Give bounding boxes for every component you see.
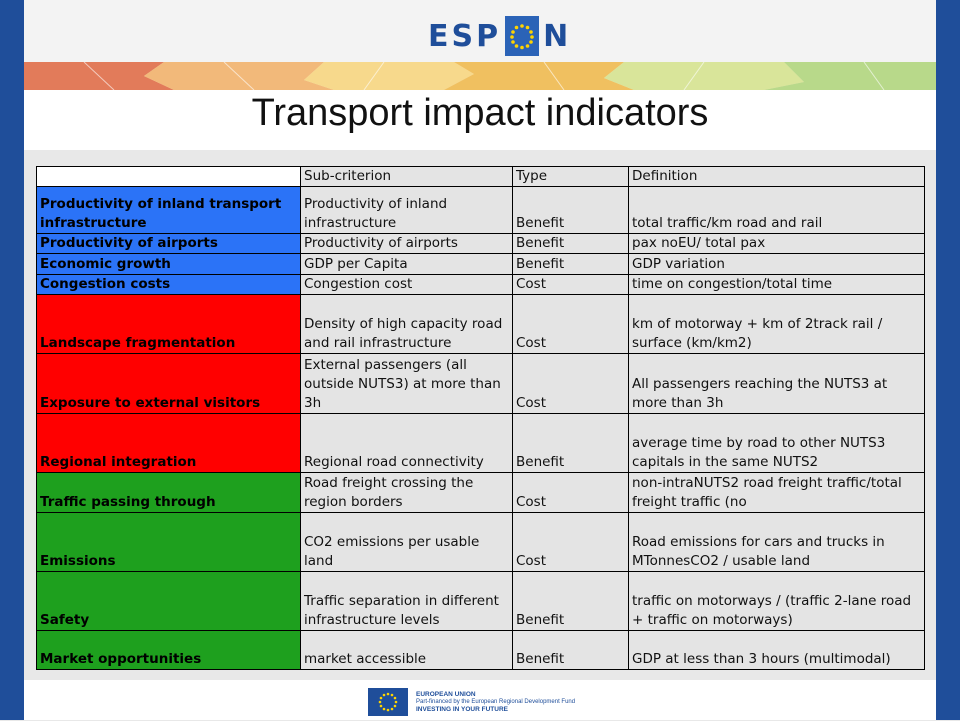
eu-flag-icon (368, 688, 408, 716)
type-cell: Benefit (512, 253, 629, 275)
logo-text-right: N (543, 18, 572, 54)
sub-criterion-cell: Traffic separation in different infrastr… (300, 570, 513, 632)
definition-cell: time on congestion/total time (628, 273, 925, 296)
logo-text-left: ESP (428, 18, 502, 54)
sub-criterion-cell: Productivity of inland infrastructure (300, 186, 513, 234)
slide-header: ESP N (24, 0, 936, 150)
definition-cell: GDP variation (628, 253, 925, 275)
table-row: Regional integration Regional road connec… (36, 412, 925, 473)
type-cell: Cost (512, 353, 629, 414)
definition-cell: All passengers reaching the NUTS3 at mor… (628, 353, 925, 414)
table-row: Traffic passing through Road freight cros… (36, 471, 925, 513)
eu-funding-text: EUROPEAN UNION Part-financed by the Euro… (416, 691, 616, 714)
sub-criterion-cell: Congestion cost (300, 273, 513, 296)
eu-line-2: Part-financed by the European Regional D… (416, 698, 576, 705)
criterion-cell: Emissions (36, 511, 301, 572)
criterion-cell: Economic growth (36, 253, 301, 275)
definition-cell: traffic on motorways / (traffic 2-lane r… (628, 570, 925, 632)
type-cell: Benefit (512, 630, 629, 670)
sub-criterion-cell: CO2 emissions per usable land (300, 511, 513, 572)
sub-criterion-cell: Productivity of airports (300, 232, 513, 255)
page-title: Transport impact indicators (251, 92, 709, 134)
logo-band: ESP N (24, 0, 936, 62)
type-cell: Benefit (512, 186, 629, 234)
column-header (36, 166, 301, 187)
table-row: Congestion costs Congestion cost Cost time … (36, 273, 925, 296)
table-row: Safety Traffic separation in different in… (36, 570, 925, 632)
eu-funding-logo: EUROPEAN UNION Part-financed by the Euro… (368, 688, 616, 716)
slide-footer: EUROPEAN UNION Part-financed by the Euro… (24, 680, 936, 720)
definition-cell: non-intraNUTS2 road freight traffic/tota… (628, 471, 925, 513)
indicator-table-container: Sub-criterion Type Definition Productivi… (36, 166, 925, 670)
criterion-cell: Landscape fragmentation (36, 294, 301, 355)
criterion-cell: Regional integration (36, 412, 301, 473)
type-cell: Cost (512, 294, 629, 355)
definition-cell: average time by road to other NUTS3 capi… (628, 412, 925, 473)
criterion-cell: Traffic passing through (36, 471, 301, 513)
type-cell: Cost (512, 511, 629, 572)
definition-cell: GDP at less than 3 hours (multimodal) (628, 630, 925, 670)
definition-cell: pax noEU/ total pax (628, 232, 925, 255)
sub-criterion-cell: External passengers (all outside NUTS3) … (300, 353, 513, 414)
definition-cell: total traffic/km road and rail (628, 186, 925, 234)
table-header-row: Sub-criterion Type Definition (36, 166, 925, 187)
indicator-table: Sub-criterion Type Definition Productivi… (36, 166, 925, 670)
column-header: Type (512, 166, 629, 187)
criterion-cell: Congestion costs (36, 273, 301, 296)
table-row: Market opportunities market accessible Ben… (36, 630, 925, 670)
column-header: Definition (628, 166, 925, 187)
table-row: Economic growth GDP per Capita Benefit GDP … (36, 253, 925, 275)
sub-criterion-cell: GDP per Capita (300, 253, 513, 275)
definition-cell: km of motorway + km of 2track rail / sur… (628, 294, 925, 355)
eu-line-1: EUROPEAN UNION (416, 690, 476, 698)
sub-criterion-cell: market accessible (300, 630, 513, 670)
map-decoration (24, 62, 936, 90)
criterion-cell: Exposure to external visitors (36, 353, 301, 414)
criterion-cell: Productivity of airports (36, 232, 301, 255)
right-border (936, 0, 960, 720)
type-cell: Benefit (512, 232, 629, 255)
table-row: Productivity of inland transport infrast… (36, 186, 925, 234)
sub-criterion-cell: Road freight crossing the region borders (300, 471, 513, 513)
type-cell: Cost (512, 273, 629, 296)
left-border (0, 0, 24, 720)
definition-cell: Road emissions for cars and trucks in MT… (628, 511, 925, 572)
espon-logo: ESP N (428, 16, 571, 56)
eu-line-3: INVESTING IN YOUR FUTURE (416, 705, 508, 713)
criterion-cell: Productivity of inland transport infrast… (36, 186, 301, 234)
table-row: Productivity of airports Productivity of … (36, 232, 925, 255)
eu-stars-icon (505, 16, 540, 56)
table-row: Emissions CO2 emissions per usable land Co… (36, 511, 925, 572)
type-cell: Benefit (512, 570, 629, 632)
sub-criterion-cell: Regional road connectivity (300, 412, 513, 473)
table-row: Exposure to external visitors External pa… (36, 353, 925, 414)
sub-criterion-cell: Density of high capacity road and rail i… (300, 294, 513, 355)
criterion-cell: Market opportunities (36, 630, 301, 670)
column-header: Sub-criterion (300, 166, 513, 187)
table-row: Landscape fragmentation Density of high c… (36, 294, 925, 355)
criterion-cell: Safety (36, 570, 301, 632)
type-cell: Cost (512, 471, 629, 513)
type-cell: Benefit (512, 412, 629, 473)
